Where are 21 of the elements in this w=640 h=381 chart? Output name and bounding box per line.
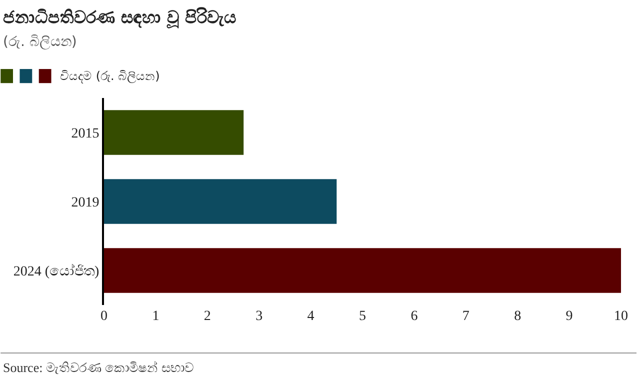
chart-title: ජනාධිපතිවරණ සඳහා වූ පිරිවැය bbox=[3, 7, 236, 29]
bar bbox=[104, 179, 337, 224]
x-tick-label: 10 bbox=[614, 309, 628, 324]
bar bbox=[104, 110, 244, 155]
x-tick-label: 5 bbox=[359, 309, 366, 324]
x-tick-label: 6 bbox=[410, 309, 418, 324]
chart-subtitle: (රු. බිලියන) bbox=[3, 34, 77, 50]
x-tick-label: 2 bbox=[204, 309, 211, 324]
x-tick-label: 3 bbox=[256, 309, 263, 324]
x-tick-label: 8 bbox=[514, 309, 522, 324]
y-tick-label: 2015 bbox=[71, 126, 100, 142]
x-tick-label: 0 bbox=[100, 309, 108, 324]
y-tick-label: 2024 (යෝජිත) bbox=[13, 263, 100, 280]
x-tick-label: 7 bbox=[462, 309, 470, 324]
source-note: Source: මැතිවරණ කොමිෂන් සභාව bbox=[3, 360, 194, 375]
bar bbox=[104, 248, 621, 293]
y-tick-label: 2019 bbox=[71, 195, 100, 210]
legend-label: වියදම (රු. බිලියන) bbox=[60, 69, 160, 84]
x-tick-label: 1 bbox=[152, 309, 160, 324]
x-tick-label: 9 bbox=[566, 309, 573, 324]
x-tick-label: 4 bbox=[307, 309, 314, 324]
